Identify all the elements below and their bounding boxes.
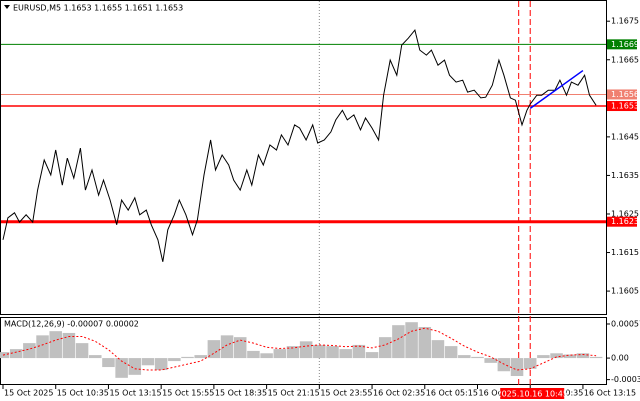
y-tick-label: 1.1615	[611, 248, 639, 257]
macd-frame	[0, 317, 607, 385]
macd-title: MACD(12,26,9) -0.00007 0.00002	[4, 320, 139, 329]
cursor-label-box	[500, 388, 565, 399]
macd-bar	[484, 358, 497, 363]
macd-bar	[458, 355, 471, 359]
macd-bar	[326, 346, 339, 359]
macd-bar	[128, 358, 142, 375]
level-label-box	[607, 89, 637, 100]
macd-bar	[247, 350, 260, 359]
x-tick-label: 15 Oct 10:35	[57, 389, 109, 398]
price-frame	[0, 0, 607, 315]
y-tick-label: 1.1605	[611, 287, 639, 296]
macd-bar	[36, 335, 49, 359]
macd-bar	[431, 340, 445, 359]
level-label-box	[607, 216, 637, 227]
y-tick-label: 1.1645	[611, 132, 639, 141]
macd-bar	[523, 358, 537, 369]
macd-bar	[576, 353, 590, 359]
macd-bar	[418, 326, 432, 359]
macd-bar	[589, 356, 603, 359]
x-tick-label: 16 Oct 05:15	[426, 389, 478, 398]
macd-bar	[497, 358, 511, 372]
level-label: 1.1653	[611, 102, 639, 111]
macd-bar	[471, 356, 484, 359]
macd-bar	[405, 322, 418, 359]
macd-bar	[299, 341, 313, 359]
macd-bar	[89, 355, 102, 359]
level-label-box	[607, 39, 637, 50]
x-tick-label: 15 Oct 15:55	[162, 389, 214, 398]
chart-title: EURUSD,M5 1.1653 1.1655 1.1651 1.1653	[13, 4, 183, 13]
macd-bar	[62, 332, 76, 359]
macd-bar	[194, 355, 207, 359]
macd-bar	[220, 335, 234, 359]
macd-bar	[233, 337, 247, 359]
macd-bar	[260, 353, 273, 359]
macd-bar	[392, 325, 405, 359]
macd-bar	[510, 358, 524, 377]
macd-y-tick-label: 0.00057	[611, 319, 640, 328]
macd-bar	[563, 354, 577, 359]
x-tick-label: 15 Oct 18:35	[215, 389, 267, 398]
macd-bar	[352, 344, 366, 359]
x-tick-label: 15 Oct 2025	[4, 389, 53, 398]
macd-signal	[2, 327, 597, 371]
y-tick-label: 1.1635	[611, 171, 639, 180]
macd-bar	[550, 353, 563, 359]
y-tick-label: 1.1665	[611, 55, 639, 64]
macd-bar	[102, 358, 115, 368]
macd-bar	[444, 346, 458, 359]
level-label: 1.1623	[611, 217, 639, 226]
macd-bar	[154, 358, 168, 371]
macd-y-tick-label: -0.00036	[611, 375, 640, 384]
trendline	[529, 69, 584, 109]
level-label: 1.1669	[611, 40, 639, 49]
macd-y-tick-label: 0.00	[611, 354, 629, 363]
macd-bar	[339, 349, 352, 359]
macd-bar	[23, 343, 36, 359]
menu-triangle	[4, 5, 10, 9]
cursor-label: 2025.10.16 10:45	[497, 390, 568, 399]
x-tick-label: 16 Oct 13:15	[584, 389, 636, 398]
macd-bar	[168, 358, 181, 362]
macd-bar	[378, 337, 392, 359]
macd-bar	[273, 349, 287, 359]
macd-bar	[141, 358, 155, 366]
macd-bar	[49, 331, 62, 359]
y-tick-label: 1.1675	[611, 17, 639, 26]
macd-bar	[9, 349, 23, 359]
macd-bar	[181, 356, 194, 359]
y-tick-label: 1.1625	[611, 209, 639, 218]
macd-bar	[365, 352, 379, 359]
macd-bar	[286, 346, 300, 359]
level-label-box	[607, 101, 637, 112]
macd-bar	[75, 343, 89, 359]
x-tick-label: 15 Oct 21:15	[268, 389, 320, 398]
x-tick-label: 16 Oct 02:35	[373, 389, 425, 398]
price-line	[2, 29, 597, 262]
macd-bar	[207, 340, 221, 359]
macd-bar	[537, 355, 550, 359]
x-tick-label: 15 Oct 23:55	[320, 389, 372, 398]
x-tick-label: 15 Oct 13:15	[109, 389, 161, 398]
level-label: 1.1656	[611, 90, 639, 99]
macd-bar	[313, 344, 326, 359]
